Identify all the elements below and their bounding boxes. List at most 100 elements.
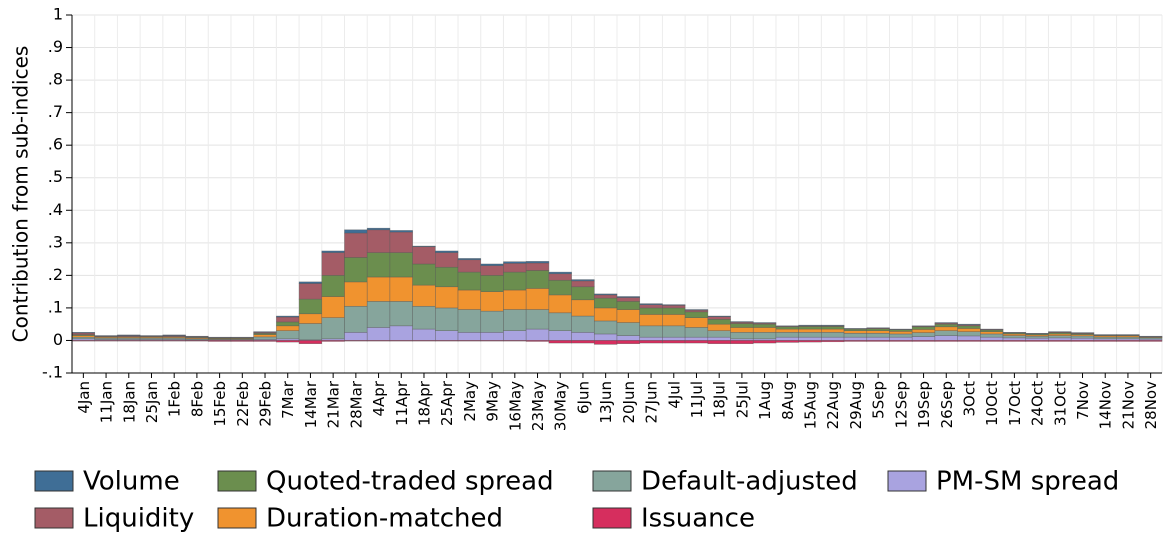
bar-segment (684, 340, 709, 344)
bar-segment (389, 301, 413, 327)
bar-segment (435, 307, 459, 331)
bar-segment (480, 275, 504, 292)
bar-segment (934, 322, 958, 324)
legend-swatch (34, 470, 74, 492)
bar-segment (616, 296, 641, 298)
bar-segment (571, 299, 595, 317)
bar-segment (843, 332, 868, 338)
x-tick-label: 5Sep (870, 381, 888, 419)
bar-segment (480, 340, 504, 342)
x-tick-label: 13Jun (597, 381, 615, 424)
bar-segment (548, 271, 572, 275)
x-tick-label: 21Mar (325, 380, 343, 428)
y-axis-title: Contribution from sub-indices (9, 46, 33, 343)
bar-segment (593, 340, 618, 345)
bar-segment (389, 325, 413, 341)
bar-segment (911, 326, 936, 330)
bar-segment (752, 332, 777, 340)
bar-segment (389, 252, 413, 278)
x-tick-label: 22Aug (824, 381, 842, 429)
bar-segment (639, 314, 663, 327)
bar-segment (457, 289, 482, 310)
bar-segment (548, 279, 572, 296)
y-tick-label: .5 (48, 167, 63, 186)
bar-segment (821, 336, 845, 341)
x-tick-label: 11Apr (393, 380, 411, 426)
x-tick-label: 21Nov (1119, 381, 1137, 429)
bar-segment (684, 317, 709, 328)
bar-segment (276, 316, 300, 323)
bar-segment (889, 331, 913, 335)
bar-segment (707, 315, 731, 317)
bar-segment (911, 340, 936, 342)
bar-segment (957, 323, 981, 326)
bar-segment (412, 340, 436, 342)
x-tick-label: 19Sep (915, 381, 933, 428)
bar-segment (344, 257, 368, 283)
y-tick-label: .2 (48, 265, 63, 284)
bar-segment (662, 340, 686, 344)
bar-segment (593, 297, 618, 309)
bar-segment (593, 293, 618, 296)
bar-segment (389, 340, 413, 342)
bar-segment (298, 281, 323, 284)
legend-label: PM-SM spread (936, 467, 1119, 497)
legend-label: Issuance (641, 504, 755, 533)
y-tick-label: .7 (48, 102, 63, 121)
bar-segment (389, 230, 413, 233)
x-tick-label: 25Jan (143, 381, 161, 423)
bar-segment (366, 229, 391, 253)
bar-segment (798, 326, 822, 330)
bar-segment (457, 340, 482, 342)
x-tick-label: 3Oct (960, 381, 978, 417)
bar-segment (866, 336, 890, 341)
x-tick-label: 4Jan (75, 381, 93, 414)
bar-segment (435, 340, 459, 342)
bar-segment (457, 309, 482, 333)
bar-segment (889, 333, 913, 338)
bar-segment (934, 335, 958, 341)
x-tick-label: 11Jul (688, 381, 706, 418)
legend-swatch (217, 507, 257, 529)
x-tick-label: 30May (552, 381, 570, 431)
bar-segment (276, 321, 300, 327)
bar-segment (911, 332, 936, 337)
x-tick-label: 18Jul (711, 381, 729, 418)
legend-label: Default-adjusted (641, 467, 858, 497)
bar-segment (684, 336, 709, 341)
legend-swatch (217, 470, 257, 492)
bar-segment (911, 336, 936, 341)
bar-segment (1025, 340, 1049, 342)
y-tick-label: 1 (53, 5, 63, 24)
x-tick-label: 7Mar (279, 380, 297, 419)
x-tick-label: 18Jan (120, 381, 138, 423)
bar-segment (730, 332, 754, 340)
bar-segment (639, 304, 663, 309)
bar-segment (525, 262, 550, 271)
bar-segment (321, 317, 345, 340)
bar-segment (980, 340, 1004, 342)
bar-segment (934, 326, 958, 331)
bar-segment (775, 336, 799, 341)
bar-segment (344, 232, 368, 258)
x-tick-label: 1Feb (166, 381, 184, 417)
x-tick-label: 7Nov (1074, 381, 1092, 420)
bar-segment (1048, 335, 1072, 339)
bar-segment (525, 288, 550, 310)
bar-segment (707, 340, 731, 345)
bar-segment (435, 250, 459, 253)
bar-segment (435, 330, 459, 341)
bar-segment (934, 323, 958, 328)
bar-segment (117, 334, 141, 336)
bar-segment (412, 246, 436, 265)
bar-segment (276, 340, 300, 343)
bar-segment (94, 340, 118, 342)
legend-label: Volume (83, 467, 180, 497)
bar-segment (730, 340, 754, 345)
x-tick-label: 4Jul (665, 381, 683, 409)
x-tick-label: 27Jun (643, 381, 661, 424)
bar-segment (389, 231, 413, 253)
x-tick-label: 29Aug (847, 381, 865, 429)
bar-segment (980, 331, 1004, 335)
